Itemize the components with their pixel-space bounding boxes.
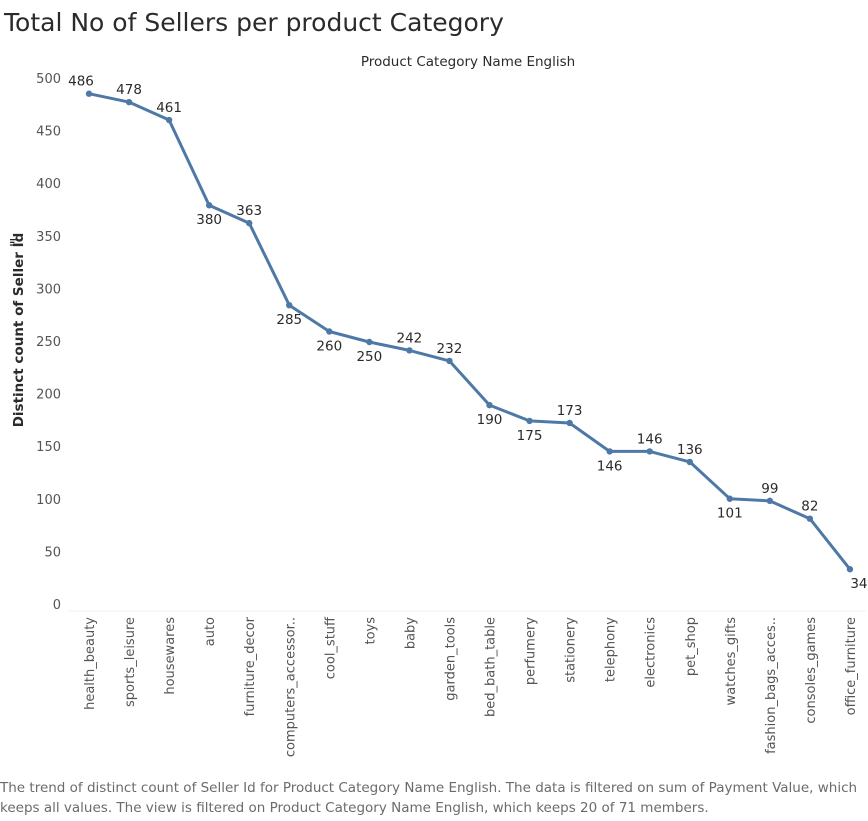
data-point[interactable] — [85, 90, 93, 97]
data-label: 146 — [597, 458, 623, 474]
x-tick-label: pet_shop — [684, 617, 699, 676]
x-tick-label: watches_gifts — [724, 617, 739, 706]
data-label: 285 — [276, 312, 302, 328]
data-point[interactable] — [686, 458, 693, 466]
sort-icon[interactable] — [10, 239, 16, 246]
x-tick-label: cool_stuff — [323, 616, 338, 679]
x-tick-label: electronics — [644, 617, 659, 688]
x-tick-label: stationery — [564, 617, 579, 683]
x-tick-label: perfumery — [524, 617, 539, 685]
data-points — [85, 90, 854, 573]
x-tick-label: sports_leisure — [123, 617, 138, 707]
data-point[interactable] — [326, 328, 333, 335]
y-tick-label: 500 — [36, 72, 61, 87]
data-point[interactable] — [165, 116, 173, 124]
data-point[interactable] — [726, 495, 733, 502]
y-tick-label: 400 — [36, 177, 61, 192]
y-tick-label: 350 — [36, 230, 61, 245]
data-point[interactable] — [566, 419, 573, 427]
data-label: 82 — [801, 499, 818, 515]
data-label: 242 — [397, 330, 423, 346]
series-line — [88, 92, 852, 571]
x-tick-label: auto — [203, 617, 218, 646]
data-point[interactable] — [606, 448, 613, 455]
x-tick-label: fashion_bags_acces.. — [764, 617, 779, 754]
x-tick-label: baby — [403, 617, 418, 649]
x-tick-label: health_beauty — [83, 617, 98, 710]
data-label: 173 — [557, 403, 583, 419]
data-label: 461 — [156, 100, 182, 116]
x-axis-title: Product Category Name English — [361, 54, 575, 70]
data-point[interactable] — [125, 98, 133, 106]
chart-title: Total No of Sellers per product Category — [4, 8, 504, 37]
x-tick-label: telephony — [604, 617, 619, 682]
data-point[interactable] — [366, 338, 373, 346]
data-label: 146 — [637, 431, 663, 447]
data-label: 190 — [477, 412, 503, 428]
data-point[interactable] — [486, 401, 493, 409]
y-axis-title-group: Distinct count of Seller Id — [11, 233, 27, 428]
y-axis: 0 50 100 150 200 250 300 350 400 450 500 — [36, 72, 61, 613]
y-tick-label: 300 — [36, 282, 61, 297]
x-tick-label: bed_bath_table — [484, 617, 499, 717]
y-tick-label: 50 — [44, 545, 61, 560]
data-label: 136 — [677, 442, 703, 458]
data-label: 175 — [517, 428, 543, 444]
data-point[interactable] — [286, 301, 293, 309]
x-tick-label: computers_accessor.. — [283, 617, 298, 757]
data-label: 478 — [116, 82, 142, 98]
data-label: 99 — [761, 481, 778, 497]
x-tick-label: garden_tools — [443, 617, 458, 701]
x-tick-label: toys — [363, 617, 378, 645]
y-tick-label: 150 — [36, 440, 61, 455]
data-point[interactable] — [766, 497, 774, 505]
data-point[interactable] — [406, 347, 413, 354]
data-point[interactable] — [205, 202, 213, 209]
data-point[interactable] — [806, 515, 814, 522]
x-tick-label: housewares — [163, 617, 178, 695]
y-tick-label: 200 — [36, 388, 61, 403]
x-tick-label: office_furniture — [844, 617, 859, 715]
y-tick-label: 450 — [36, 125, 61, 140]
x-tick-label: consoles_games — [804, 617, 819, 724]
y-tick-label: 100 — [36, 493, 61, 508]
x-axis: health_beauty sports_leisure housewares aut… — [68, 610, 866, 757]
data-label: 486 — [68, 74, 94, 90]
data-label: 380 — [196, 212, 222, 228]
data-label: 34 — [850, 576, 867, 592]
data-point[interactable] — [246, 219, 253, 227]
data-label: 260 — [316, 338, 342, 354]
data-labels: 486 478 461 380 363 285 260 250 242 232 190 175 173 1… — [68, 74, 867, 593]
data-point[interactable] — [846, 566, 854, 573]
chart-caption: The trend of distinct count of Seller Id… — [0, 780, 858, 816]
data-point[interactable] — [526, 417, 533, 425]
data-point[interactable] — [646, 448, 653, 455]
data-label: 232 — [437, 341, 463, 357]
line-chart: Product Category Name English Distinct c… — [10, 54, 868, 757]
data-label: 250 — [356, 349, 382, 365]
x-tick-label: furniture_decor — [243, 616, 258, 716]
data-label: 363 — [236, 203, 262, 219]
data-point[interactable] — [446, 357, 453, 365]
data-label: 101 — [717, 506, 743, 522]
y-axis-title: Distinct count of Seller Id — [11, 233, 27, 428]
y-tick-label: 250 — [36, 335, 61, 350]
y-tick-label: 0 — [53, 598, 61, 613]
